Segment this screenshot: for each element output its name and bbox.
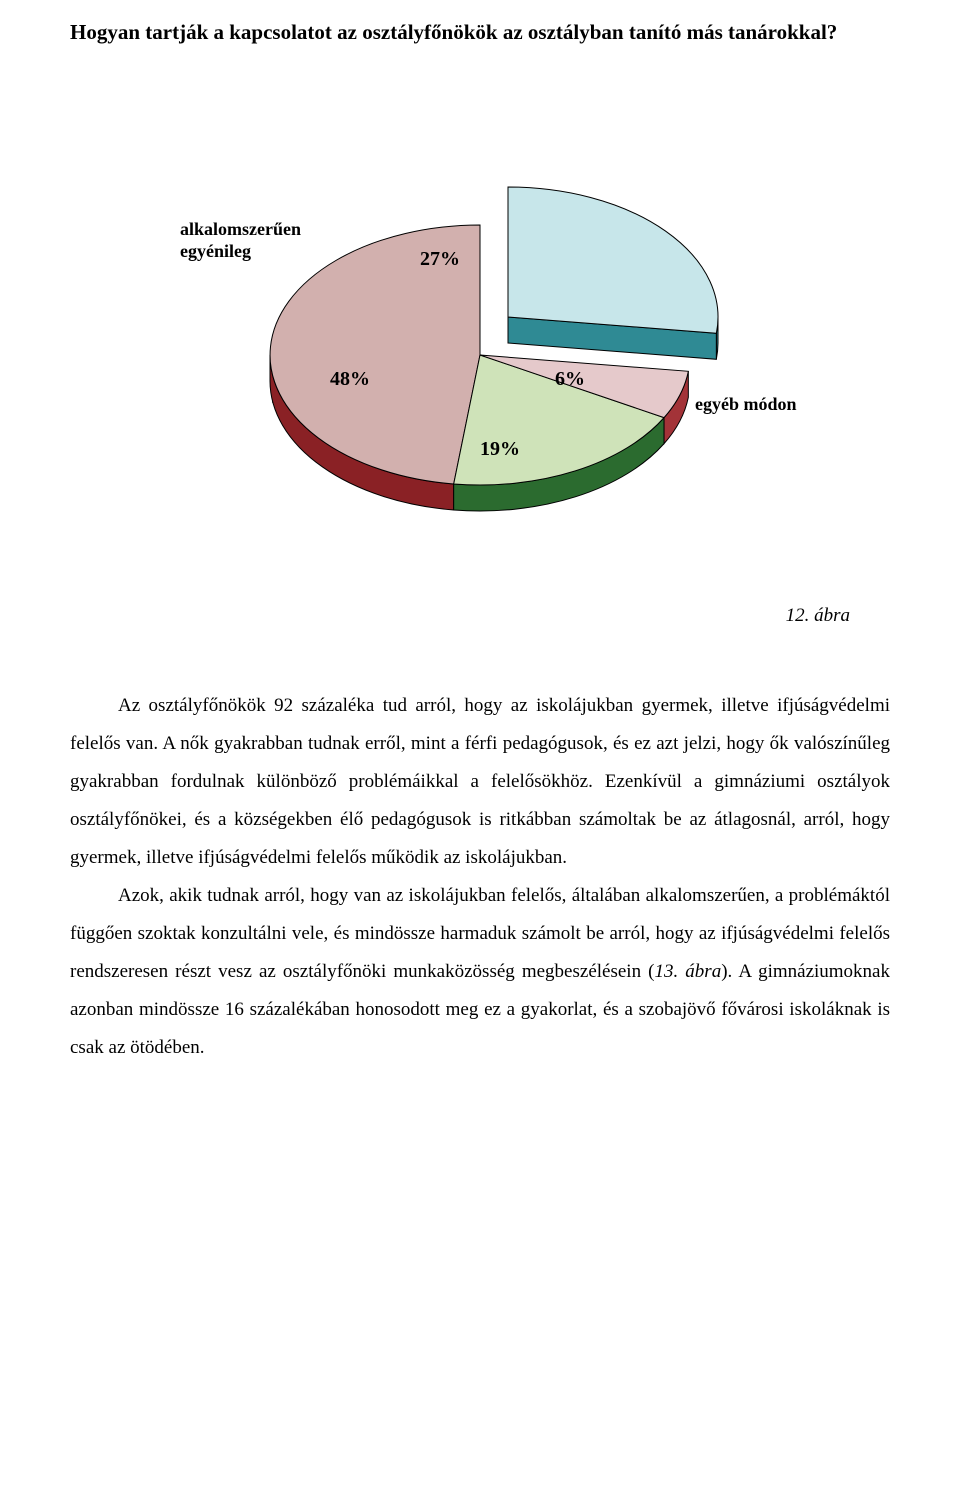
ext-label-27-l1: alkalomszerűen: [180, 219, 301, 239]
figure-caption: 12. ábra: [70, 605, 850, 627]
ext-label-6: egyéb módon: [695, 394, 797, 414]
paragraph-1: Az osztályfőnökök 92 százaléka tud arról…: [70, 687, 890, 877]
ext-label-27: alkalomszerűen egyénileg: [180, 219, 306, 261]
slice-19-label: 19%: [480, 438, 520, 460]
paragraph-2: Azok, akik tudnak arról, hogy van az isk…: [70, 877, 890, 1067]
ext-label-27-l2: egyénileg: [180, 241, 251, 261]
slice-6-label: 6%: [555, 368, 585, 390]
slice-27-label: 27%: [420, 248, 460, 270]
slice-48-label: 48%: [330, 368, 370, 390]
pie-chart: 27% 6% 19% 48% alkalomszerűen egyénileg …: [70, 95, 890, 575]
page-title: Hogyan tartják a kapcsolatot az osztályf…: [70, 20, 890, 45]
slice-27-top: [508, 187, 718, 333]
p2-figref: 13. ábra: [654, 961, 721, 982]
body-text: Az osztályfőnökök 92 százaléka tud arról…: [70, 687, 890, 1067]
